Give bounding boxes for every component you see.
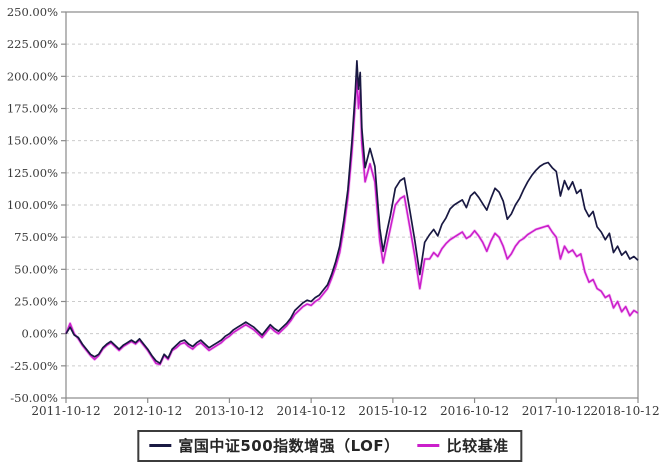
legend-label-benchmark: 比较基准 bbox=[446, 437, 509, 455]
legend: 富国中证500指数增强（LOF） 比较基准 bbox=[137, 430, 523, 462]
benchmark-line bbox=[65, 78, 639, 366]
y-axis-label: 100.00% bbox=[7, 198, 58, 212]
x-axis-label: 2013-10-12 bbox=[195, 404, 264, 418]
y-axis-label: 250.00% bbox=[7, 5, 58, 19]
benchmark-line-swatch-icon bbox=[417, 444, 440, 447]
y-axis-label: 125.00% bbox=[7, 166, 58, 180]
legend-item-fund: 富国中证500指数增强（LOF） bbox=[149, 435, 399, 456]
y-axis-label: 150.00% bbox=[7, 134, 58, 148]
y-axis-label: 0.00% bbox=[21, 327, 58, 341]
fund-line-swatch-icon bbox=[149, 444, 172, 447]
x-axis-label: 2018-10-12 bbox=[590, 404, 659, 418]
x-axis-label: 2014-10-12 bbox=[277, 404, 346, 418]
x-axis-label: 2015-10-12 bbox=[358, 404, 427, 418]
x-axis-label: 2016-10-12 bbox=[440, 404, 509, 418]
fund-line bbox=[65, 60, 639, 365]
legend-label-fund: 富国中证500指数增强（LOF） bbox=[178, 437, 400, 455]
y-axis-label: 75.00% bbox=[14, 230, 58, 244]
x-axis-label: 2012-10-12 bbox=[113, 404, 182, 418]
y-axis-label: -25.00% bbox=[10, 359, 58, 373]
y-axis-label: -50.00% bbox=[10, 391, 58, 405]
y-axis-label: 200.00% bbox=[7, 69, 58, 83]
y-axis-label: 175.00% bbox=[7, 102, 58, 116]
performance-chart: 250.00% 225.00% 200.00% 175.00% 150.00% 125.0… bbox=[7, 5, 660, 418]
x-axis-label: 2011-10-12 bbox=[31, 404, 100, 418]
y-axis-label: 225.00% bbox=[7, 37, 58, 51]
legend-item-benchmark: 比较基准 bbox=[417, 435, 509, 456]
y-axis-label: 50.00% bbox=[14, 262, 58, 276]
y-axis-label: 25.00% bbox=[14, 295, 58, 309]
benchmark-line-halo bbox=[64, 77, 639, 366]
x-axis-label: 2017-10-12 bbox=[522, 404, 591, 418]
